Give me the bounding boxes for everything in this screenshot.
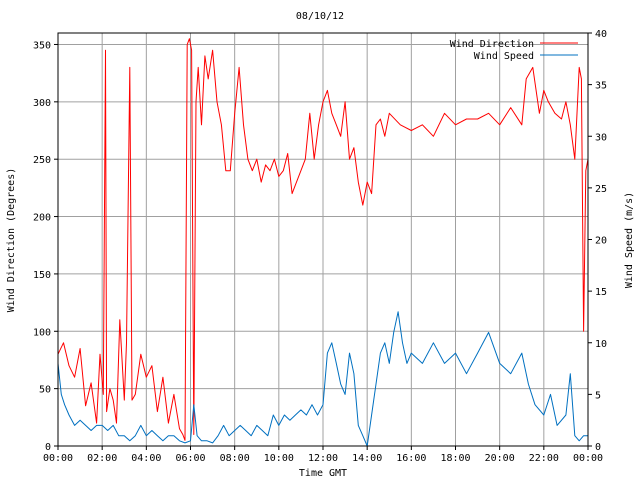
y-right-tick-label: 35 bbox=[595, 81, 607, 92]
y-right-tick-label: 5 bbox=[595, 390, 601, 401]
series-line-wind-direction bbox=[57, 38, 589, 441]
y-left-tick-label: 200 bbox=[33, 213, 51, 224]
y-right-tick-label: 0 bbox=[595, 442, 601, 453]
y-left-tick-label: 150 bbox=[33, 270, 51, 281]
y-right-tick-label: 30 bbox=[595, 132, 607, 143]
y-axis-left-ticks: 0 50 100 150 200 250 300 350 bbox=[33, 40, 58, 453]
legend-label: Wind Speed bbox=[474, 51, 534, 62]
y-left-tick-label: 300 bbox=[33, 98, 51, 109]
y-right-tick-label: 20 bbox=[595, 236, 607, 247]
y-right-tick-label: 40 bbox=[595, 29, 607, 40]
x-tick-label: 12:00 bbox=[308, 453, 338, 464]
x-tick-label: 00:00 bbox=[573, 453, 603, 464]
series-line-wind-speed bbox=[57, 311, 588, 447]
y-left-tick-label: 50 bbox=[39, 385, 51, 396]
x-tick-label: 22:00 bbox=[529, 453, 559, 464]
y-left-tick-label: 350 bbox=[33, 40, 51, 51]
x-tick-label: 04:00 bbox=[131, 453, 161, 464]
y-right-tick-label: 25 bbox=[595, 184, 607, 195]
x-axis-ticks: 00:00 02:00 04:00 06:00 08:00 10:00 12:00 14:00… bbox=[43, 446, 603, 464]
y-right-tick-label: 10 bbox=[595, 339, 607, 350]
x-tick-label: 18:00 bbox=[440, 453, 470, 464]
x-tick-label: 02:00 bbox=[87, 453, 117, 464]
legend-label: Wind Direction bbox=[450, 39, 534, 50]
grid bbox=[58, 33, 588, 446]
x-axis-label: Time GMT bbox=[299, 468, 347, 479]
y-left-tick-label: 100 bbox=[33, 327, 51, 338]
y-left-tick-label: 0 bbox=[45, 442, 51, 453]
y-axis-left-label: Wind Direction (Degrees) bbox=[6, 168, 17, 313]
x-tick-label: 16:00 bbox=[396, 453, 426, 464]
y-left-tick-label: 250 bbox=[33, 155, 51, 166]
x-tick-label: 08:00 bbox=[220, 453, 250, 464]
x-tick-label: 10:00 bbox=[264, 453, 294, 464]
x-tick-label: 20:00 bbox=[485, 453, 515, 464]
y-axis-right-label: Wind Speed (m/s) bbox=[624, 192, 635, 288]
x-tick-label: 14:00 bbox=[352, 453, 382, 464]
y-axis-right-ticks: 0 5 10 15 20 25 30 35 40 bbox=[588, 29, 607, 453]
x-tick-label: 06:00 bbox=[175, 453, 205, 464]
series-layer bbox=[57, 38, 589, 447]
y-right-tick-label: 15 bbox=[595, 287, 607, 298]
x-tick-label: 00:00 bbox=[43, 453, 73, 464]
chart-title: 08/10/12 bbox=[296, 11, 344, 22]
